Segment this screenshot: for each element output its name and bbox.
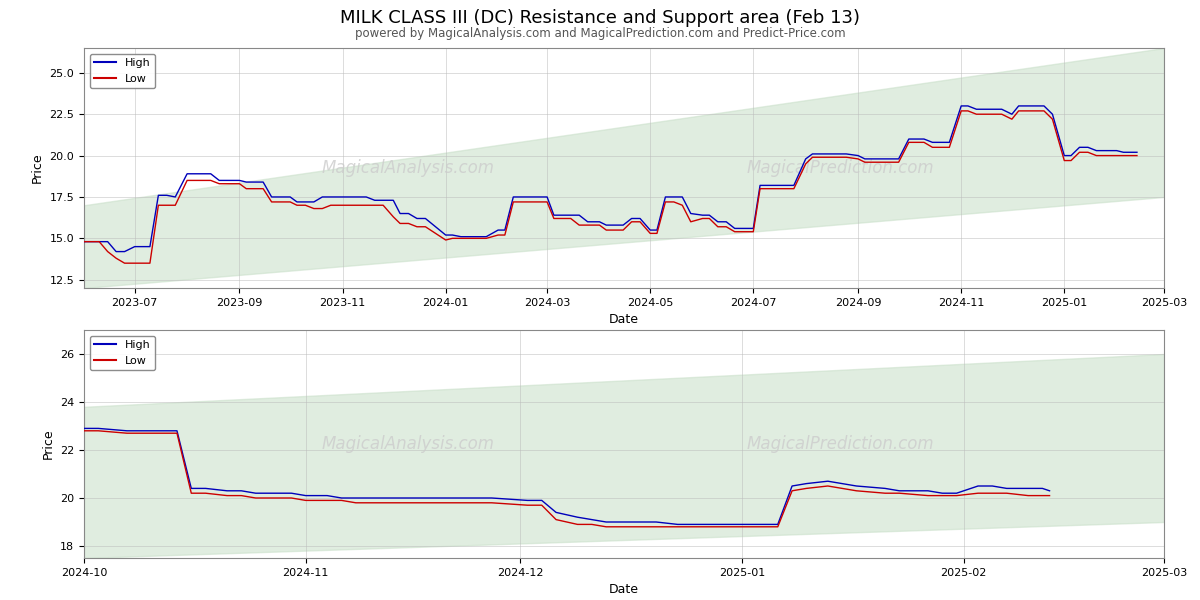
Legend: High, Low: High, Low: [90, 335, 155, 370]
Y-axis label: Price: Price: [42, 428, 54, 460]
Legend: High, Low: High, Low: [90, 53, 155, 88]
Text: powered by MagicalAnalysis.com and MagicalPrediction.com and Predict-Price.com: powered by MagicalAnalysis.com and Magic…: [355, 27, 845, 40]
Text: MagicalAnalysis.com: MagicalAnalysis.com: [322, 159, 494, 177]
Y-axis label: Price: Price: [31, 152, 44, 184]
X-axis label: Date: Date: [610, 583, 640, 596]
Text: MILK CLASS III (DC) Resistance and Support area (Feb 13): MILK CLASS III (DC) Resistance and Suppo…: [340, 9, 860, 27]
Text: MagicalAnalysis.com: MagicalAnalysis.com: [322, 435, 494, 453]
Text: MagicalPrediction.com: MagicalPrediction.com: [746, 435, 934, 453]
Text: MagicalPrediction.com: MagicalPrediction.com: [746, 159, 934, 177]
X-axis label: Date: Date: [610, 313, 640, 326]
